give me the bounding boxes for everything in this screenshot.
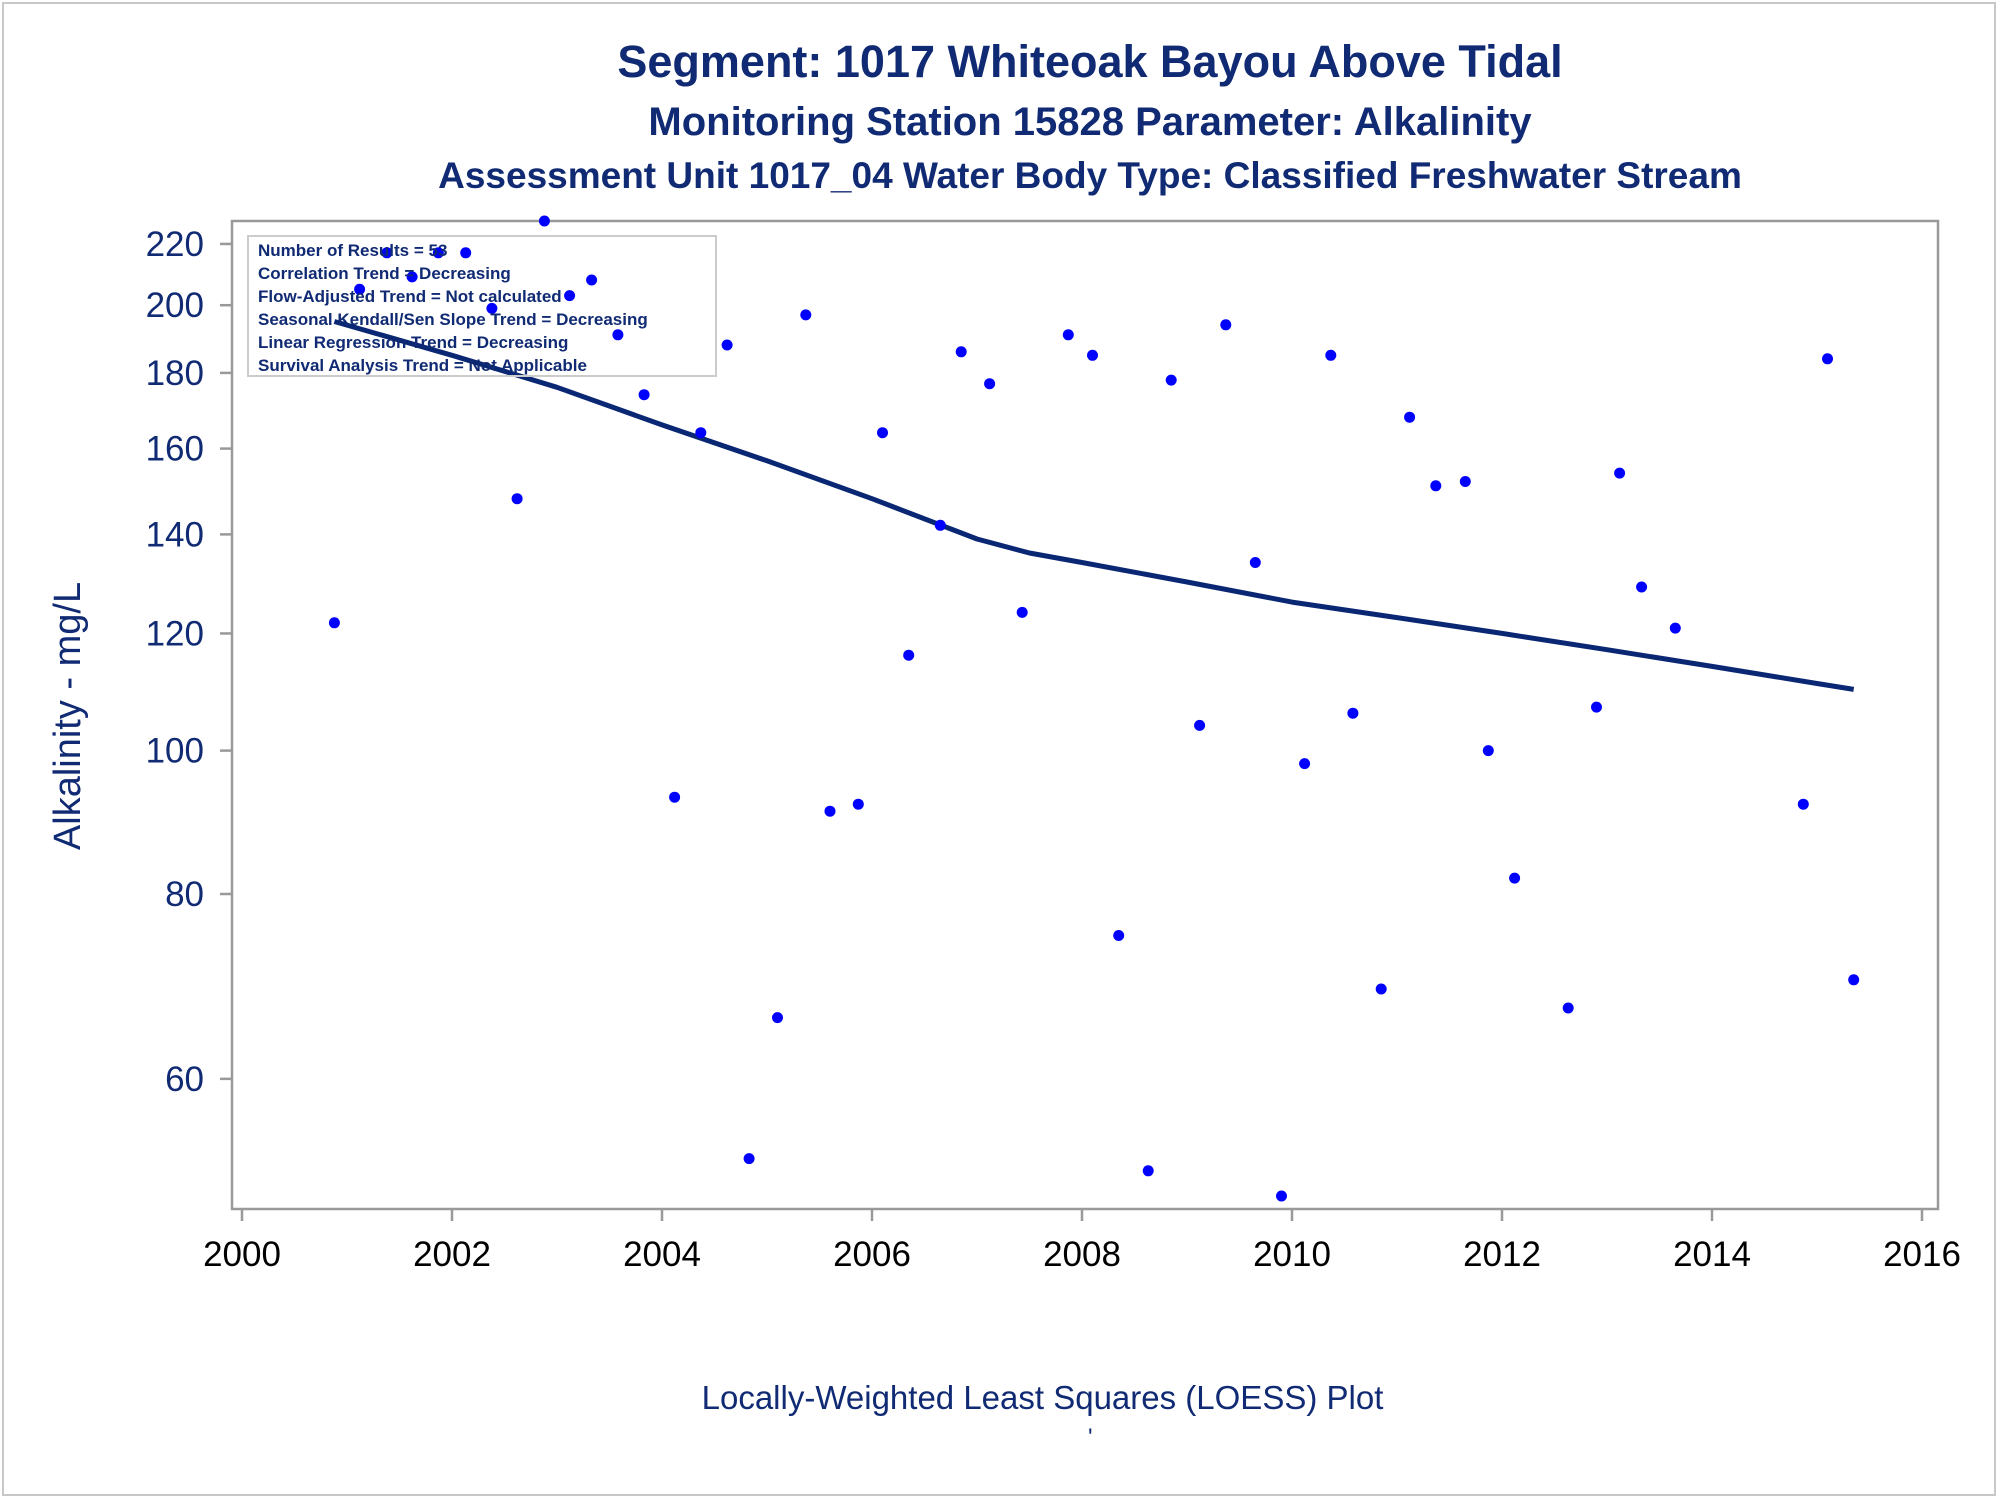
y-axis: 60 80 100 120 140 160 180 200 220 — [146, 225, 232, 1099]
data-point — [586, 274, 598, 286]
y-tick-label: 180 — [146, 354, 204, 393]
y-tick-label: 220 — [146, 225, 204, 264]
data-point — [934, 519, 946, 531]
y-tick-label: 80 — [165, 875, 204, 914]
chart-subtitle-station: Monitoring Station 15828 Parameter: Alka… — [648, 100, 1532, 144]
x-tick-label: 2002 — [413, 1235, 491, 1274]
y-tick-label: 120 — [146, 614, 204, 653]
data-point — [381, 247, 393, 259]
data-point — [669, 791, 681, 803]
data-point — [877, 427, 888, 439]
data-point — [903, 649, 915, 661]
data-point — [1375, 983, 1387, 995]
data-point — [800, 309, 812, 321]
stats-legend: Number of Results = 53 Correlation Trend … — [247, 235, 717, 377]
data-point — [1194, 719, 1206, 731]
data-point — [743, 1153, 755, 1165]
legend-box — [247, 235, 717, 377]
data-point — [511, 493, 523, 505]
data-point — [984, 378, 996, 390]
data-point — [1347, 707, 1359, 719]
y-tick-label: 140 — [146, 515, 204, 554]
data-point — [612, 329, 624, 341]
data-point — [1276, 1190, 1287, 1202]
x-tick-label: 2014 — [1673, 1235, 1751, 1274]
data-point — [538, 215, 550, 227]
plot-caption: Locally-Weighted Least Squares (LOESS) P… — [701, 1379, 1384, 1416]
data-point — [772, 1012, 783, 1024]
data-point — [695, 427, 707, 439]
data-point — [1249, 557, 1261, 568]
data-point — [1430, 480, 1442, 492]
data-point — [1614, 467, 1626, 479]
data-point — [1459, 476, 1471, 487]
y-tick-label: 60 — [165, 1060, 204, 1099]
data-point — [1822, 353, 1833, 365]
y-tick-label: 160 — [146, 430, 204, 469]
x-tick-label: 2010 — [1253, 1235, 1331, 1274]
data-point — [1220, 319, 1232, 331]
data-point — [1142, 1165, 1154, 1177]
y-tick-label: 200 — [146, 286, 204, 325]
x-tick-label: 2006 — [833, 1235, 911, 1274]
legend-line: Number of Results = 53 — [258, 241, 447, 260]
data-point — [1562, 1002, 1574, 1014]
data-point — [1062, 329, 1074, 341]
chart-title: Segment: 1017 Whiteoak Bayou Above Tidal — [617, 36, 1563, 87]
data-point — [564, 290, 576, 302]
data-point — [955, 346, 967, 358]
data-point — [1482, 745, 1494, 757]
loess-trend-line — [333, 319, 1855, 692]
data-point — [1165, 374, 1177, 386]
x-tick-label: 2008 — [1043, 1235, 1121, 1274]
y-axis-label: Alkalinity - mg/L — [47, 582, 89, 850]
data-point — [1591, 701, 1602, 713]
data-point — [486, 302, 498, 314]
data-point — [1797, 798, 1809, 810]
chart-subtitle-assessment: Assessment Unit 1017_04 Water Body Type:… — [438, 155, 1742, 196]
data-point — [852, 798, 864, 810]
data-point — [406, 271, 418, 283]
data-point — [1299, 758, 1311, 770]
x-tick-label: 2004 — [623, 1235, 701, 1274]
data-point — [1016, 606, 1028, 618]
x-tick-label: 2016 — [1883, 1235, 1961, 1274]
x-tick-label: 2012 — [1463, 1235, 1541, 1274]
data-point — [328, 617, 340, 629]
data-points — [328, 215, 1860, 1202]
data-point — [824, 805, 836, 817]
legend-line: Seasonal Kendall/Sen Slope Trend = Decre… — [258, 310, 648, 329]
data-point — [638, 389, 650, 401]
data-point — [721, 339, 733, 351]
data-point — [1669, 622, 1681, 634]
data-point — [1509, 872, 1521, 884]
legend-line: Correlation Trend = Decreasing — [258, 264, 511, 283]
data-point — [1087, 349, 1098, 361]
data-point — [460, 247, 472, 259]
data-point — [354, 283, 366, 295]
y-tick-label: 100 — [146, 732, 204, 771]
x-axis: 2000 2002 2004 2006 2008 2010 2012 2014 2016 — [203, 1209, 1961, 1274]
data-point — [1325, 349, 1337, 361]
data-point — [1848, 974, 1860, 986]
plot-area — [230, 219, 1940, 1211]
data-point — [1404, 411, 1416, 423]
data-point — [432, 247, 444, 259]
caption-mark: ' — [1088, 1424, 1093, 1451]
legend-line: Linear Regression Trend = Decreasing — [258, 333, 568, 352]
data-point — [1636, 581, 1648, 593]
legend-line: Survival Analysis Trend = Not Applicable — [258, 356, 587, 375]
x-tick-label: 2000 — [203, 1235, 281, 1274]
data-point — [1113, 930, 1125, 941]
legend-line: Flow-Adjusted Trend = Not calculated — [258, 287, 562, 306]
